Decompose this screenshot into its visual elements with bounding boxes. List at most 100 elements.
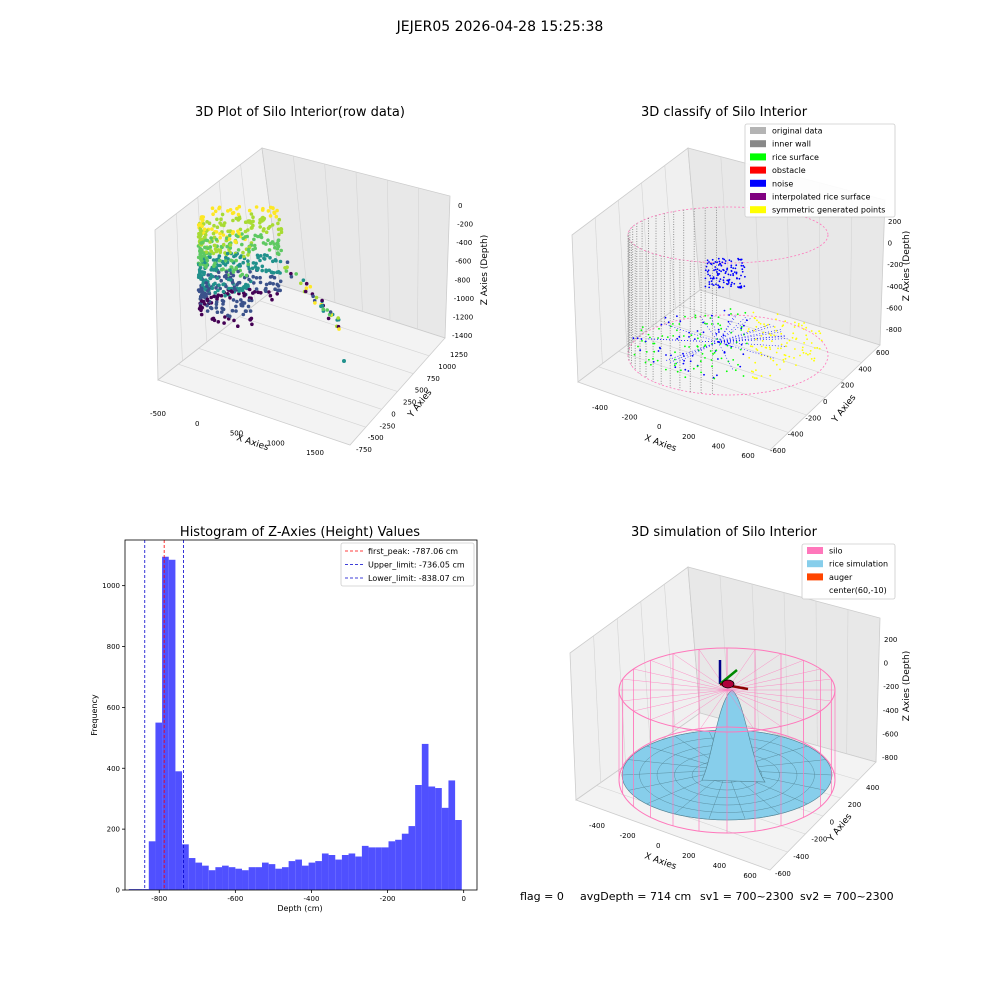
- raw-point: [202, 272, 206, 277]
- silo-roof-wire: [726, 660, 804, 691]
- classify-legend-swatch: [750, 127, 766, 134]
- classified-point: [746, 342, 748, 345]
- histogram-bar: [375, 847, 382, 890]
- classify-y-tick: -600: [770, 447, 786, 455]
- raw-axes-box: [154, 147, 451, 446]
- noise-point: [740, 285, 743, 288]
- classified-point: [709, 350, 712, 352]
- raw-x-tick: 0: [195, 420, 199, 428]
- histogram-bar: [228, 867, 236, 890]
- classified-point: [713, 351, 716, 354]
- histogram-bar: [415, 785, 422, 890]
- classified-point: [726, 344, 729, 347]
- histogram-bar: [215, 867, 223, 890]
- classified-point: [747, 328, 750, 330]
- raw-point: [325, 308, 330, 312]
- noise-point: [727, 273, 730, 276]
- raw-point: [277, 232, 281, 237]
- classified-point: [694, 316, 697, 319]
- classified-point: [799, 354, 801, 357]
- noise-point: [720, 270, 722, 273]
- raw-point: [254, 205, 259, 209]
- classified-point: [773, 326, 776, 328]
- raw-point: [234, 240, 238, 244]
- classified-point: [691, 354, 694, 357]
- classified-point: [806, 338, 808, 341]
- classify-y-tick: 200: [841, 382, 854, 390]
- raw-point: [279, 248, 284, 253]
- noise-point: [740, 264, 743, 267]
- raw-point: [232, 318, 236, 323]
- classify-silo-outline-bottom: [627, 314, 829, 396]
- raw-point: [198, 262, 202, 267]
- classified-point: [700, 371, 702, 374]
- raw-point: [234, 258, 238, 263]
- raw-point: [224, 255, 228, 260]
- simulation-legend-label: auger: [829, 573, 853, 582]
- classified-point: [810, 330, 813, 332]
- classified-point: [729, 308, 732, 310]
- histogram-bar: [441, 807, 449, 890]
- classified-point: [754, 361, 757, 364]
- silo-roof-wire: [726, 689, 782, 727]
- classified-point: [755, 369, 757, 372]
- flag-text: flag = 0: [520, 890, 564, 903]
- raw-point: [228, 314, 232, 319]
- histogram-bar: [321, 853, 329, 890]
- raw-point: [215, 276, 220, 281]
- noise-point: [729, 274, 732, 276]
- noise-point: [722, 286, 724, 289]
- raw-point: [218, 263, 222, 268]
- classified-point: [754, 338, 757, 341]
- raw-point: [237, 231, 241, 236]
- classified-point: [813, 357, 816, 360]
- raw-point: [258, 234, 262, 239]
- raw-point: [241, 312, 246, 317]
- classified-point: [769, 348, 772, 351]
- classified-point: [696, 365, 699, 368]
- raw-point: [247, 249, 251, 254]
- classified-point: [730, 347, 732, 349]
- raw-point: [214, 258, 219, 262]
- classified-point: [784, 320, 787, 323]
- raw-y-tick: 250: [403, 399, 416, 407]
- classify-z-tick: -800: [886, 326, 902, 334]
- classified-point: [682, 335, 685, 337]
- raw-point: [210, 227, 214, 231]
- noise-point: [722, 281, 725, 284]
- classified-point: [652, 358, 654, 360]
- histogram-bar: [222, 865, 229, 890]
- silo-roof-wire: [726, 668, 821, 691]
- raw-point: [204, 246, 209, 250]
- raw-point: [211, 251, 216, 256]
- raw-point: [201, 251, 206, 255]
- raw-point: [226, 277, 231, 282]
- raw-point: [229, 289, 233, 293]
- noise-point: [718, 280, 721, 283]
- raw-z-tick: -200: [457, 221, 473, 229]
- raw-x-label: X Axies: [235, 433, 270, 453]
- classified-point: [699, 360, 702, 363]
- classified-point: [750, 370, 753, 373]
- raw-point: [250, 322, 254, 327]
- classify-legend-label: obstacle: [772, 166, 806, 175]
- classified-point: [719, 343, 722, 345]
- classify-x-tick: 400: [712, 442, 725, 450]
- classified-point: [723, 309, 726, 312]
- raw-y-tick: 750: [427, 375, 440, 383]
- classified-point: [788, 339, 791, 342]
- simulation-y-label: Y Axies: [826, 812, 855, 845]
- classified-point: [665, 368, 667, 371]
- noise-point: [704, 285, 707, 288]
- classify-legend-swatch: [750, 140, 766, 148]
- raw-point: [278, 271, 282, 275]
- histogram-bar: [381, 847, 389, 890]
- simulation-z-label: Z Axies (Depth): [902, 651, 912, 722]
- raw-point: [275, 247, 280, 251]
- raw-panel-title: 3D Plot of Silo Interior(row data): [195, 105, 405, 120]
- raw-point: [223, 315, 227, 319]
- noise-point: [741, 270, 744, 273]
- noise-point: [714, 261, 717, 263]
- classified-point: [747, 330, 749, 333]
- classified-point: [667, 321, 670, 324]
